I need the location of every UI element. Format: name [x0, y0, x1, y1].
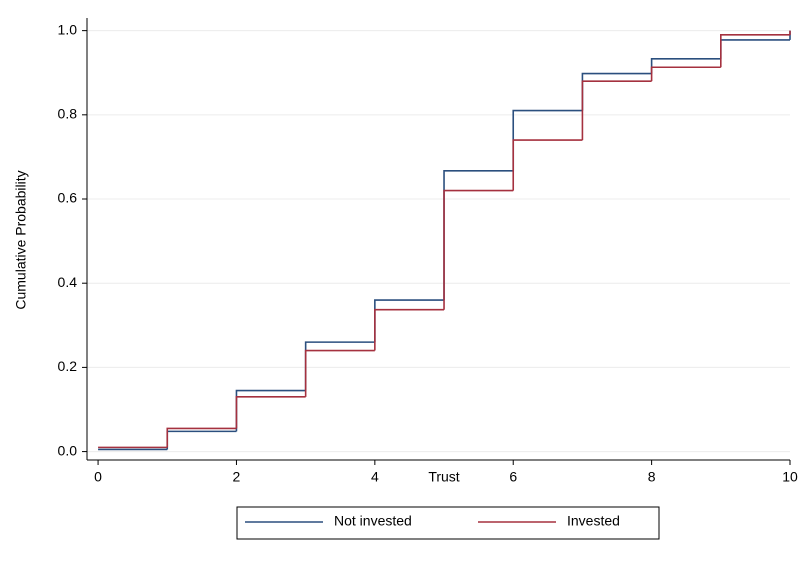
step-segment [374, 308, 445, 351]
step-segment [581, 72, 652, 111]
step-segment [720, 39, 790, 59]
x-axis-label: Trust [428, 469, 459, 485]
step-segment [443, 189, 514, 310]
step-segment [650, 58, 721, 74]
step-segment [235, 396, 306, 429]
x-tick-label: 0 [94, 469, 102, 485]
y-tick-label: 0.4 [58, 274, 78, 290]
step-segment [581, 80, 652, 141]
step-segment [512, 139, 583, 191]
step-segment [304, 341, 375, 391]
step-segment [720, 34, 790, 68]
x-tick-label: 10 [782, 469, 798, 485]
y-tick-label: 1.0 [58, 21, 78, 37]
y-tick-label: 0.6 [58, 190, 78, 206]
y-tick-label: 0.2 [58, 358, 78, 374]
x-tick-label: 4 [371, 469, 379, 485]
x-tick-label: 6 [509, 469, 517, 485]
step-segment [166, 430, 237, 450]
x-tick-label: 2 [233, 469, 241, 485]
legend-label: Invested [567, 513, 620, 529]
step-segment [166, 427, 237, 448]
legend-box [236, 506, 660, 540]
y-tick-label: 0.8 [58, 106, 78, 122]
y-tick-label: 0.0 [58, 442, 78, 458]
x-tick-label: 8 [648, 469, 656, 485]
legend-label: Not invested [334, 513, 412, 529]
step-segment [650, 66, 721, 82]
step-segment [374, 299, 445, 343]
y-axis-label: Cumulative Probability [13, 170, 29, 309]
step-segment [304, 349, 375, 397]
